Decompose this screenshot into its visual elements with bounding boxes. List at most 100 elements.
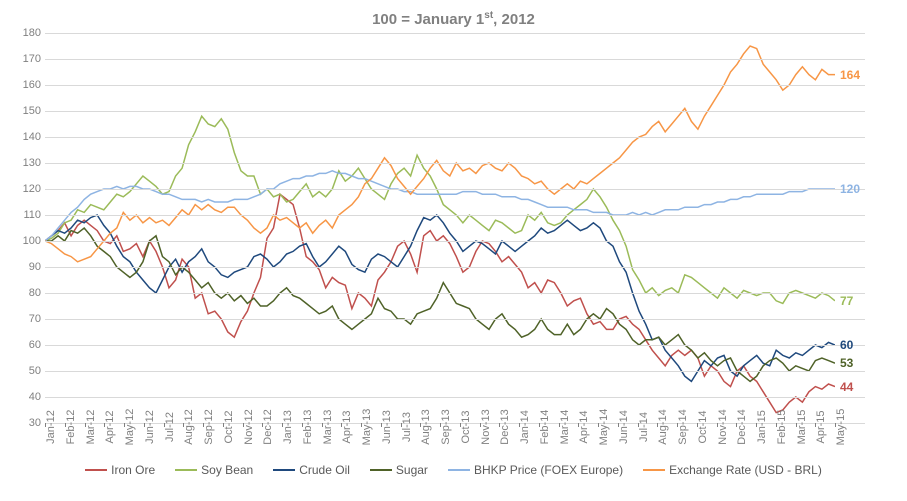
legend-label: Soy Bean: [201, 463, 253, 477]
x-tick-label: Dec-12: [262, 409, 274, 444]
x-tick-label: May-14: [598, 409, 610, 446]
series-line: [45, 171, 835, 241]
x-tick-label: Mar-12: [85, 410, 97, 445]
end-value-label: 53: [840, 356, 853, 370]
y-tick-label: 70: [29, 313, 41, 325]
y-tick-label: 180: [23, 27, 41, 39]
series-line: [45, 194, 835, 412]
legend-label: BHKP Price (FOEX Europe): [474, 463, 623, 477]
y-tick-label: 110: [23, 209, 41, 221]
gridline: [45, 241, 865, 242]
series-line: [45, 116, 835, 303]
plot-area: 3040506070809010011012013014015016017018…: [45, 33, 865, 423]
legend-item: Crude Oil: [273, 463, 350, 477]
x-tick-label: Jun-12: [144, 410, 156, 444]
y-tick-label: 50: [29, 365, 41, 377]
x-tick-label: Oct-13: [460, 410, 472, 443]
x-tick-label: Feb-15: [776, 410, 788, 445]
x-tick-label: Oct-14: [697, 410, 709, 443]
legend: Iron Ore Soy Bean Crude Oil Sugar BHKP Price…: [10, 463, 897, 477]
end-value-label: 44: [840, 380, 853, 394]
x-tick-label: Aug-12: [183, 409, 195, 444]
gridline: [45, 163, 865, 164]
legend-label: Crude Oil: [299, 463, 350, 477]
x-tick-label: Jan-15: [756, 410, 768, 444]
end-value-label: 60: [840, 338, 853, 352]
x-tick-label: Nov-13: [480, 409, 492, 444]
y-tick-label: 80: [29, 287, 41, 299]
gridline: [45, 319, 865, 320]
y-tick-label: 100: [23, 235, 41, 247]
y-tick-label: 30: [29, 417, 41, 429]
gridline: [45, 111, 865, 112]
gridline: [45, 137, 865, 138]
gridline: [45, 33, 865, 34]
x-tick-label: Jul-12: [164, 412, 176, 442]
x-tick-label: Mar-15: [796, 410, 808, 445]
x-tick-label: Mar-14: [559, 410, 571, 445]
x-tick-label: May-12: [124, 409, 136, 446]
series-line: [45, 46, 835, 262]
y-tick-label: 150: [23, 105, 41, 117]
x-tick-label: Jun-14: [618, 410, 630, 444]
y-tick-label: 160: [23, 79, 41, 91]
y-tick-label: 90: [29, 261, 41, 273]
chart-title: 100 = January 1st, 2012: [10, 10, 897, 28]
legend-label: Iron Ore: [111, 463, 155, 477]
y-tick-label: 170: [23, 53, 41, 65]
x-tick-label: Jul-14: [638, 412, 650, 442]
y-tick-label: 130: [23, 157, 41, 169]
x-tick-label: Feb-13: [302, 410, 314, 445]
x-tick-label: Nov-12: [243, 409, 255, 444]
x-tick-label: Jan-12: [45, 410, 57, 444]
legend-item: Iron Ore: [85, 463, 155, 477]
legend-item: Soy Bean: [175, 463, 253, 477]
x-tick-label: May-13: [361, 409, 373, 446]
x-tick-label: May-15: [835, 409, 847, 446]
x-tick-label: Dec-13: [499, 409, 511, 444]
x-tick-label: Jan-13: [282, 410, 294, 444]
commodity-index-chart: 100 = January 1st, 2012 3040506070809010…: [10, 10, 897, 491]
gridline: [45, 345, 865, 346]
x-tick-label: Feb-14: [539, 410, 551, 445]
x-tick-label: Jun-13: [381, 410, 393, 444]
end-value-label: 77: [840, 294, 853, 308]
legend-swatch: [273, 469, 295, 471]
x-tick-label: Sep-14: [677, 409, 689, 444]
x-tick-label: Apr-12: [104, 410, 116, 443]
gridline: [45, 371, 865, 372]
x-tick-label: Dec-14: [736, 409, 748, 444]
legend-swatch: [85, 469, 107, 471]
gridline: [45, 215, 865, 216]
x-tick-label: Sep-13: [440, 409, 452, 444]
x-tick-label: Aug-13: [420, 409, 432, 444]
legend-swatch: [370, 469, 392, 471]
x-tick-label: Feb-12: [65, 410, 77, 445]
chart-svg: [45, 33, 835, 423]
x-tick-label: Apr-14: [578, 410, 590, 443]
gridline: [45, 293, 865, 294]
legend-swatch: [643, 469, 665, 471]
legend-item: BHKP Price (FOEX Europe): [448, 463, 623, 477]
y-tick-label: 120: [23, 183, 41, 195]
gridline: [45, 59, 865, 60]
legend-item: Sugar: [370, 463, 428, 477]
x-tick-label: Apr-13: [341, 410, 353, 443]
gridline: [45, 189, 865, 190]
legend-item: Exchange Rate (USD - BRL): [643, 463, 822, 477]
y-tick-label: 140: [23, 131, 41, 143]
legend-swatch: [175, 469, 197, 471]
y-tick-label: 60: [29, 339, 41, 351]
x-tick-label: Jul-13: [401, 412, 413, 442]
x-tick-label: Apr-15: [815, 410, 827, 443]
gridline: [45, 85, 865, 86]
x-tick-label: Oct-12: [223, 410, 235, 443]
x-tick-label: Aug-14: [657, 409, 669, 444]
x-tick-label: Jan-14: [519, 410, 531, 444]
legend-label: Sugar: [396, 463, 428, 477]
legend-swatch: [448, 469, 470, 471]
gridline: [45, 267, 865, 268]
y-tick-label: 40: [29, 391, 41, 403]
x-tick-label: Mar-13: [322, 410, 334, 445]
end-value-label: 164: [840, 68, 860, 82]
